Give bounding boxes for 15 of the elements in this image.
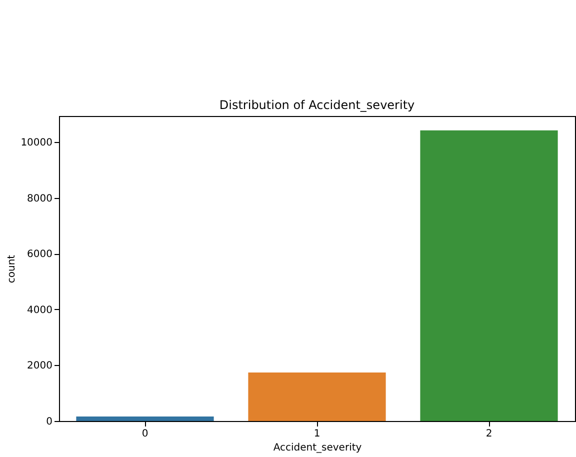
chart-title: Distribution of Accident_severity bbox=[219, 98, 415, 112]
y-tick-label: 4000 bbox=[27, 304, 52, 316]
y-tick-label: 2000 bbox=[27, 360, 52, 372]
x-tick-label: 0 bbox=[142, 428, 148, 440]
bar bbox=[248, 372, 386, 421]
y-tick-label: 0 bbox=[46, 416, 52, 428]
x-tick-label: 2 bbox=[486, 428, 492, 440]
x-tick-label: 1 bbox=[314, 428, 320, 440]
bar bbox=[76, 416, 214, 421]
bar bbox=[420, 130, 558, 421]
y-tick-label: 8000 bbox=[27, 193, 52, 204]
y-axis-title: count bbox=[6, 254, 18, 284]
x-axis-title: Accident_severity bbox=[273, 442, 362, 454]
y-tick-label: 10000 bbox=[20, 138, 52, 149]
y-tick-label: 6000 bbox=[27, 249, 52, 260]
